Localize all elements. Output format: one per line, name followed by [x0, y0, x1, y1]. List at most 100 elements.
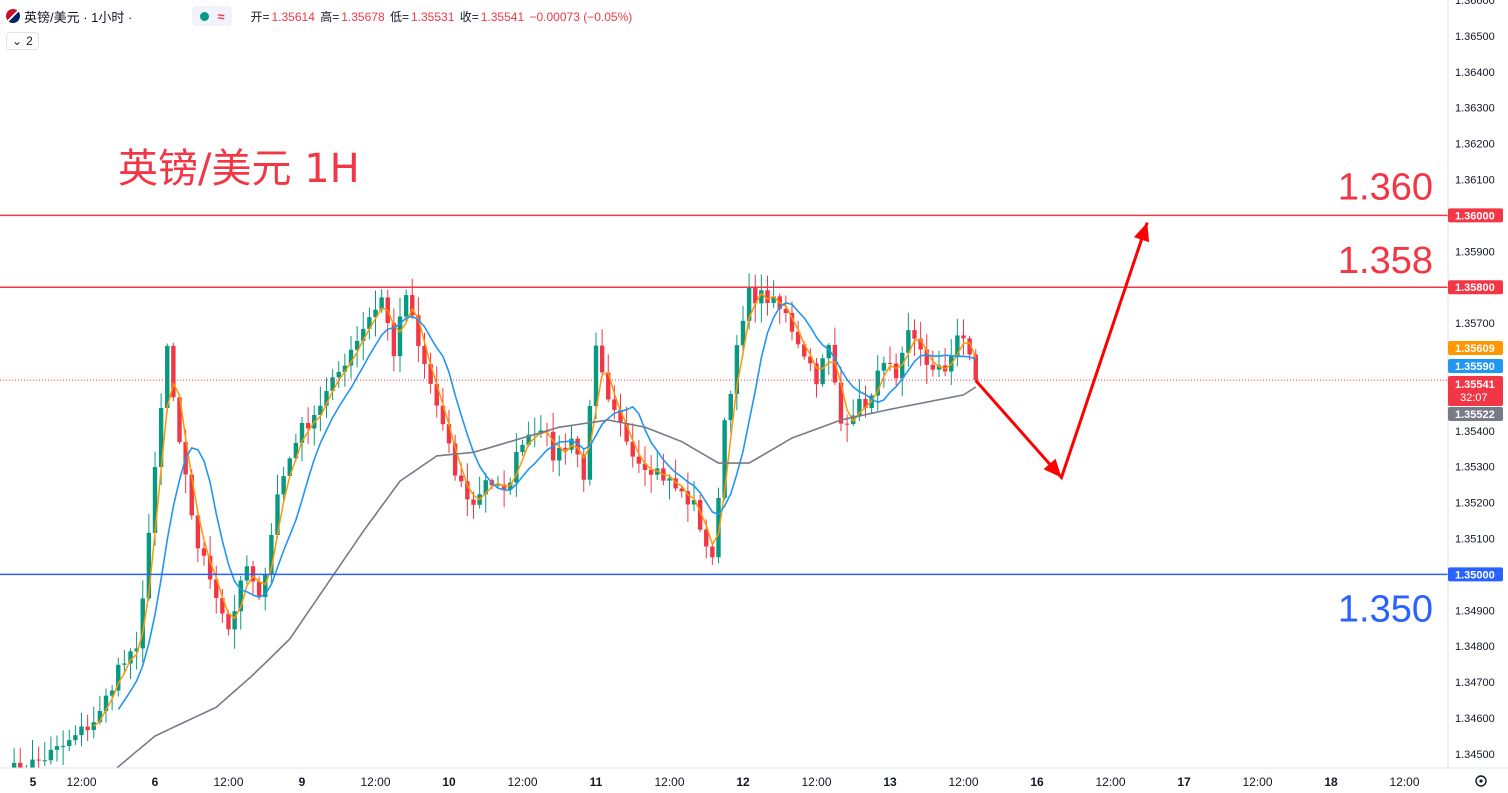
price-tick-label: 1.35900 — [1455, 246, 1495, 258]
ma-fast-price-tag: 1.35609 — [1448, 341, 1503, 355]
candle — [495, 475, 501, 488]
candle-body — [152, 467, 158, 533]
candle — [128, 648, 133, 680]
candle — [471, 491, 476, 519]
market-status-pill[interactable]: ≈ — [192, 6, 233, 26]
low-value: 1.35531 — [411, 9, 455, 24]
candle-body — [514, 451, 519, 483]
candle-body — [189, 474, 194, 516]
candle-body — [48, 749, 54, 761]
close-label: 收= — [459, 9, 479, 24]
ma-mid-price-tag-bg — [1448, 359, 1503, 373]
gear-icon[interactable] — [1475, 775, 1487, 787]
candle-body — [305, 422, 311, 429]
current-price-tag-bg — [1448, 376, 1503, 406]
candle-body — [379, 297, 384, 310]
time-tick-label: 12:00 — [360, 775, 390, 789]
price-tick-label: 1.35300 — [1455, 462, 1495, 474]
time-tick-label: 12:00 — [1095, 775, 1125, 789]
price-tick-label: 1.34600 — [1455, 713, 1495, 725]
candle-body — [826, 344, 831, 359]
candle — [575, 436, 580, 468]
level-price-tag: 1.35000 — [1448, 567, 1503, 582]
candle-body — [165, 345, 170, 409]
time-tick-label: 12:00 — [213, 775, 243, 789]
price-tick-label: 1.36200 — [1455, 139, 1495, 151]
price-tick-label: 1.35100 — [1455, 534, 1495, 546]
candle — [808, 348, 813, 372]
candle — [214, 565, 219, 614]
price-tick-label: 1.34800 — [1455, 641, 1495, 653]
time-tick-label: 12:00 — [948, 775, 978, 789]
candle-body — [685, 491, 691, 505]
candle — [18, 748, 23, 768]
chart-header: 英镑/美元 · 1小时 · ≈ 开= 1.35614 高= 1.35678 低= 1.… — [6, 6, 634, 26]
candle-body — [195, 515, 201, 549]
symbol-title[interactable]: 英镑/美元 · 1小时 · — [24, 9, 133, 25]
candle — [318, 386, 323, 432]
candle — [324, 377, 329, 418]
ma-fast-line — [93, 292, 977, 727]
candle — [275, 474, 280, 539]
candle — [373, 290, 378, 337]
candle-body — [318, 405, 323, 416]
candle-body — [287, 458, 292, 477]
candle-body — [887, 362, 893, 364]
candle-body — [471, 499, 476, 505]
candle-body — [795, 331, 801, 345]
candle-body — [820, 358, 825, 385]
candle-body — [122, 663, 127, 665]
price-tick-label: 1.36600 — [1455, 0, 1495, 7]
candle-body — [177, 397, 182, 443]
candle — [201, 542, 207, 566]
ma-slow-line — [115, 386, 977, 768]
current-price-tag-text: 1.35541 — [1455, 379, 1495, 391]
candle-body — [955, 335, 960, 357]
candle — [195, 510, 201, 563]
candle — [893, 353, 899, 386]
candle-body — [495, 484, 501, 486]
ma-slow-price-tag: 1.35522 — [1448, 407, 1503, 421]
candle-body — [765, 290, 770, 304]
price-tick-label: 1.34500 — [1455, 749, 1495, 761]
ohlc-values: 开= 1.35614 高= 1.35678 低= 1.35531 收= 1.35541 … — [250, 8, 634, 25]
candle — [771, 280, 776, 308]
candle-body — [636, 456, 642, 464]
candle — [269, 523, 274, 585]
candle-body — [973, 354, 978, 381]
candle-body — [361, 328, 366, 341]
candle — [532, 417, 537, 448]
time-tick-label: 6 — [152, 775, 159, 789]
candle-body — [599, 345, 605, 373]
candle — [440, 388, 446, 431]
candle-body — [728, 393, 733, 421]
market-open-dot-icon — [200, 11, 210, 21]
candle-body — [434, 383, 439, 406]
candle-body — [54, 746, 60, 750]
level-price-tag-bg — [1448, 280, 1503, 295]
candle-body — [893, 363, 899, 379]
candle-body — [354, 340, 360, 350]
candle-body — [575, 438, 580, 455]
candle — [36, 746, 41, 768]
candle — [397, 297, 403, 373]
candle — [765, 275, 770, 316]
candle-body — [465, 481, 470, 500]
candle — [342, 353, 348, 387]
candle-body — [342, 365, 348, 372]
time-tick-label: 10 — [442, 775, 456, 789]
candle-body — [367, 317, 372, 329]
candle-body — [838, 382, 844, 424]
high-label: 高= — [320, 9, 340, 24]
candle-body — [299, 422, 305, 443]
level-price-tag: 1.36000 — [1448, 208, 1503, 223]
indicators-toggle-button[interactable]: ⌄ 2 — [6, 32, 39, 50]
candle-body — [348, 349, 354, 366]
candle — [354, 326, 360, 368]
level-price-tag: 1.35800 — [1448, 280, 1503, 295]
candle — [177, 393, 182, 445]
candle — [648, 455, 654, 493]
time-tick-label: 5 — [30, 775, 37, 789]
price-tick-label: 1.36500 — [1455, 31, 1495, 43]
